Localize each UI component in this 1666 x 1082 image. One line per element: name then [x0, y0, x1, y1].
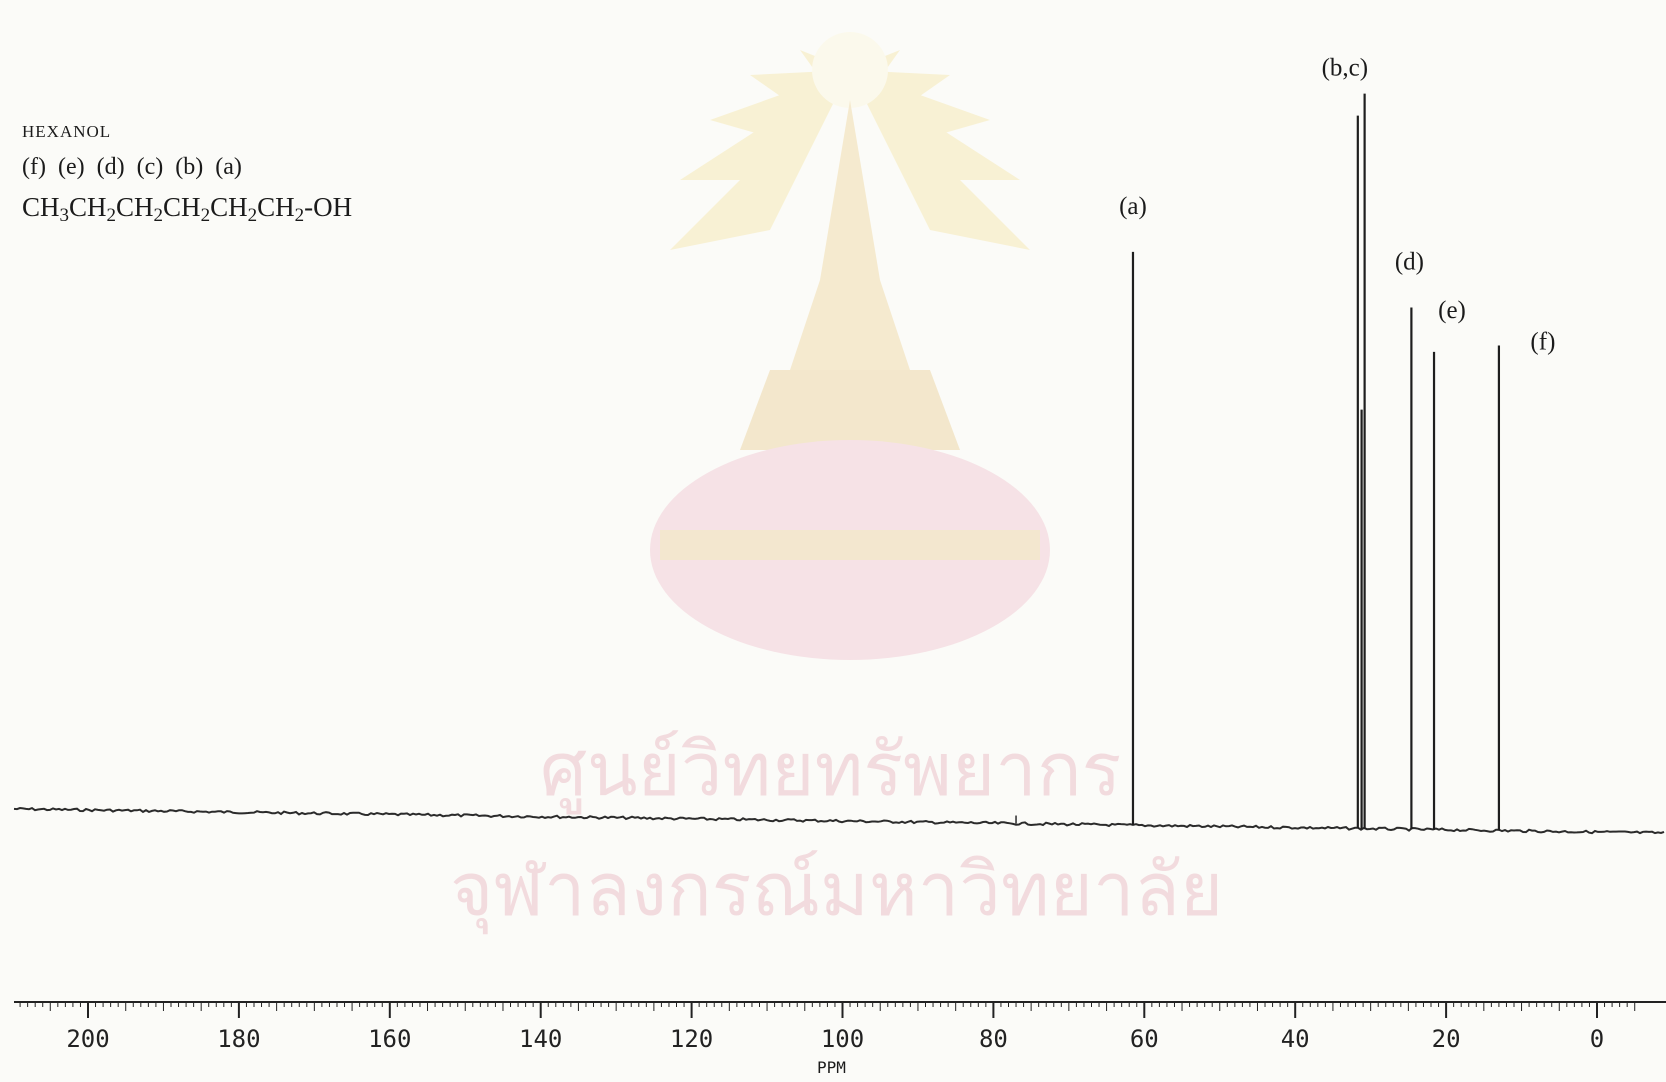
peak-label: (e) [1438, 297, 1466, 324]
carbon-label: (a) [215, 154, 242, 180]
spectrum-trace [13, 806, 1665, 835]
formula-part: 3 [59, 205, 70, 226]
peak-label: (b,c) [1322, 55, 1369, 82]
seal-rays [670, 40, 1030, 250]
x-tick-label: 120 [670, 1025, 713, 1053]
ppm-axis: 200 180 160 140 120 100 80 60 40 20 0 [14, 1001, 1666, 1053]
x-tick-label: 100 [821, 1025, 864, 1053]
x-tick-label: 160 [368, 1025, 411, 1053]
x-tick-label: 0 [1590, 1025, 1604, 1053]
carbon-label: (b) [175, 154, 204, 180]
formula-part: CH [257, 192, 295, 222]
x-tick-label: 40 [1281, 1025, 1310, 1053]
carbon-label: (c) [136, 154, 164, 180]
watermark-line-2: จุฬาลงกรณ์มหาวิทยาลัย [450, 847, 1224, 933]
formula-part: CH [116, 192, 154, 222]
peaks [1131, 93, 1501, 831]
peak-label: (d) [1395, 248, 1424, 275]
formula-part: 2 [247, 205, 258, 226]
carbon-label: (d) [96, 154, 125, 180]
peak-label: (a) [1119, 193, 1147, 220]
formula-part: 2 [153, 205, 164, 226]
x-tick-label: 180 [217, 1025, 260, 1053]
x-tick-label: 60 [1130, 1025, 1159, 1053]
x-tick-label: 80 [979, 1025, 1008, 1053]
compound-name: HEXANOL [22, 122, 112, 141]
structural-formula: CH3CH2CH2CH2CH2CH2-OH [22, 192, 352, 227]
university-seal-watermark [620, 30, 1080, 695]
formula-part: CH [22, 192, 60, 222]
x-tick-label: 20 [1432, 1025, 1461, 1053]
formula-part: 2 [106, 205, 117, 226]
watermark-line-1: ศูนย์วิทยทรัพยากร [540, 727, 1122, 813]
formula-part: CH [163, 192, 201, 222]
formula-part: 2 [294, 205, 305, 226]
formula-part: 2 [200, 205, 211, 226]
x-tick-label: 140 [519, 1025, 562, 1053]
peak-labels: (a) (b,c) (d) (e) (f) [1119, 55, 1555, 356]
x-axis-label: PPM [817, 1058, 846, 1077]
carbon-label: (e) [57, 154, 85, 180]
x-tick-label: 200 [66, 1025, 109, 1053]
formula-part: -OH [304, 192, 353, 222]
baseline [13, 806, 1665, 835]
formula-part: CH [69, 192, 107, 222]
carbon-label-row: (f) (e) (d) (c) (b) (a) [22, 154, 254, 181]
carbon-label: (f) [22, 154, 46, 180]
formula-part: CH [210, 192, 248, 222]
peak-label: (f) [1530, 328, 1555, 355]
